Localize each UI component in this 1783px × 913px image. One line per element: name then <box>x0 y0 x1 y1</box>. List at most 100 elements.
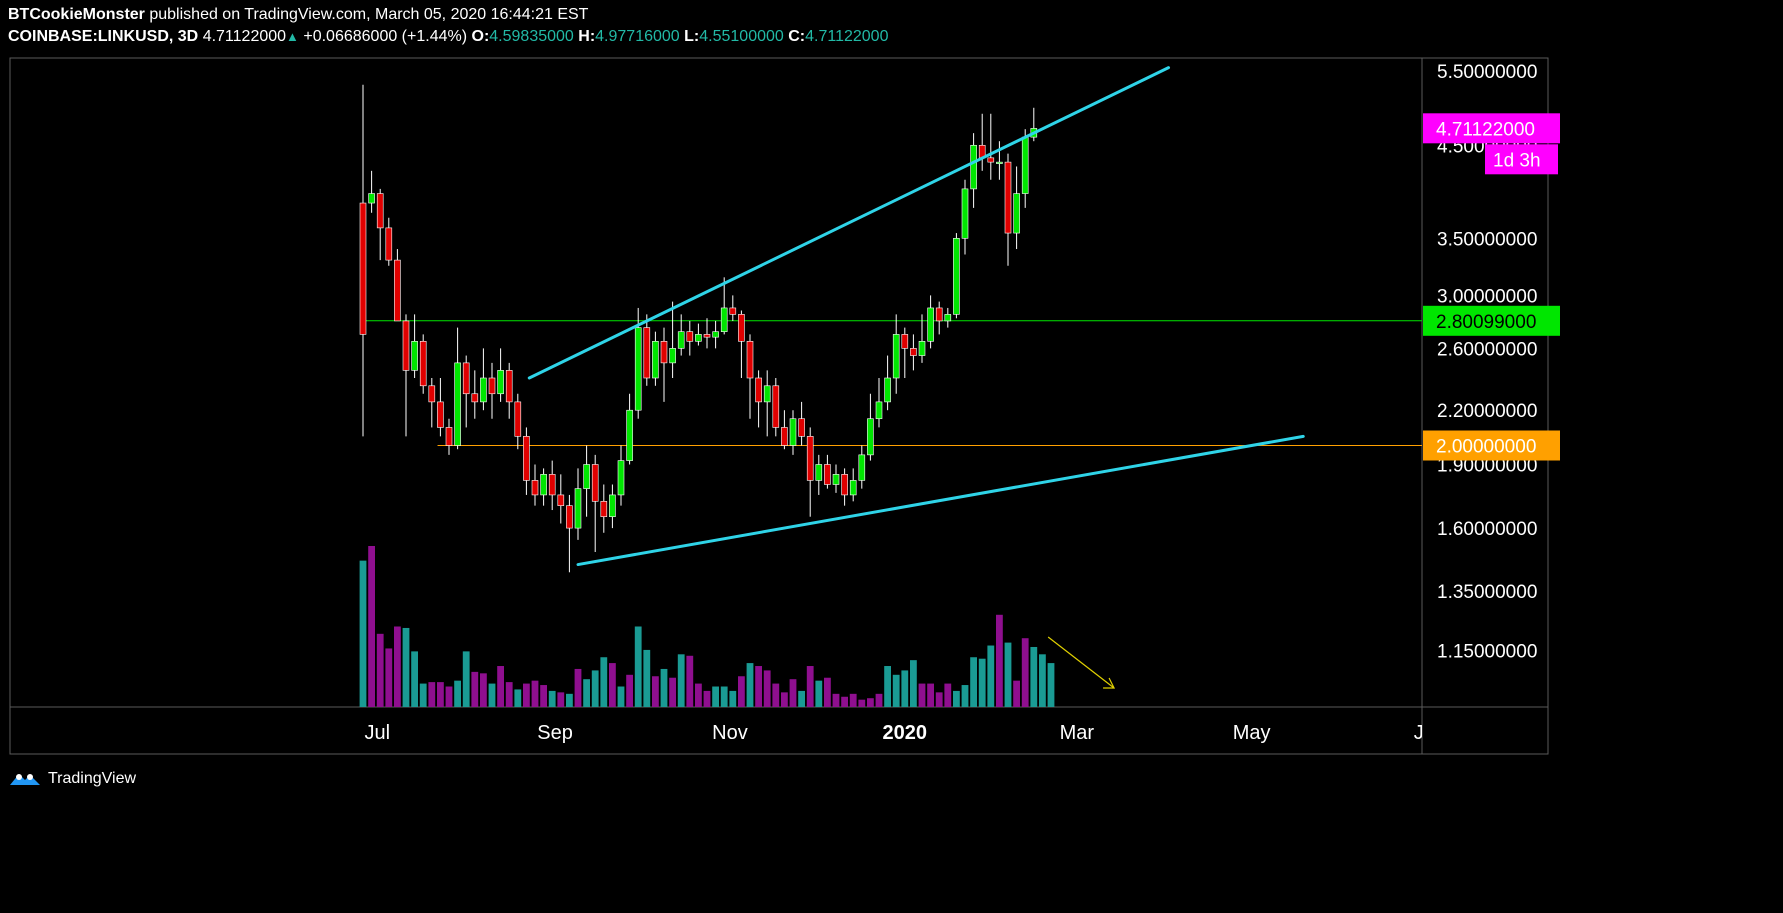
candle-body <box>970 144 977 190</box>
volume-bar <box>789 679 797 707</box>
volume-bar <box>867 698 874 707</box>
candle-body <box>634 327 642 411</box>
candle-body <box>910 348 917 356</box>
candle-body <box>867 418 874 456</box>
candle-body <box>505 370 513 403</box>
level-price-tag-orange[interactable] <box>1423 430 1560 461</box>
candle-body <box>462 362 470 395</box>
time-axis[interactable]: Jul Sep Nov 2020 Mar May Jul <box>365 722 1440 744</box>
candle-body <box>961 188 969 239</box>
volume-bar <box>609 663 616 707</box>
price-tick-label: 3.50000000 <box>1437 229 1537 250</box>
volume-bar <box>574 668 582 707</box>
volume-bar <box>849 693 857 707</box>
volume-bar <box>497 666 504 707</box>
volume-bar <box>385 648 393 707</box>
footer-brand[interactable]: TradingView <box>48 770 137 787</box>
candle-body <box>789 418 797 446</box>
volume-bar <box>798 690 805 707</box>
candle-body <box>918 341 926 356</box>
volume-bar <box>884 666 891 707</box>
volume-bar <box>781 692 788 707</box>
candle-body <box>996 161 1003 164</box>
volume-bar <box>634 626 642 707</box>
last-price: 4.71122000 <box>202 28 287 45</box>
low-label: L: <box>684 28 700 45</box>
candle-body <box>953 238 960 315</box>
volume-bar <box>703 690 711 707</box>
volume-bar <box>677 654 685 707</box>
price-axis[interactable]: 5.500000004.500000003.500000003.00000000… <box>1423 62 1560 662</box>
candle-body <box>677 331 685 349</box>
candle-body <box>849 480 857 496</box>
volume-bar <box>712 686 719 707</box>
price-tick-label: 1.35000000 <box>1437 582 1537 603</box>
volume-bar <box>669 677 676 707</box>
candle-body <box>686 331 694 342</box>
time-tick-label: Mar <box>1060 722 1095 744</box>
open-value: 4.59835000 <box>489 28 574 45</box>
candle-body <box>531 480 539 496</box>
volume-bar <box>806 666 814 707</box>
level-price-tag-label: 2.00000000 <box>1436 436 1536 457</box>
candle-body <box>583 464 590 489</box>
candle-body <box>368 193 375 204</box>
lower-trendline[interactable] <box>576 434 1305 567</box>
volume-bar <box>1030 646 1038 707</box>
volume-bar <box>437 682 444 707</box>
candle-body <box>480 377 487 403</box>
candle-body <box>669 348 676 364</box>
volume-bar <box>617 686 625 707</box>
candle-body <box>376 193 384 229</box>
candle-body <box>695 334 702 342</box>
candle-body <box>875 401 883 420</box>
candle-body <box>720 307 728 332</box>
candle-body <box>1013 193 1020 234</box>
price-tick-label: 1.60000000 <box>1437 519 1537 540</box>
last-price-tag-label: 4.71122000 <box>1436 119 1535 140</box>
volume-bar <box>514 689 522 707</box>
time-tick-label: May <box>1233 722 1271 744</box>
volume-bar <box>1021 638 1029 707</box>
candle-body <box>574 488 582 529</box>
chart-svg[interactable]: 5.500000004.500000003.500000003.00000000… <box>0 0 1568 803</box>
candle-body <box>600 501 608 518</box>
candle-body <box>884 377 891 403</box>
candle-body <box>806 436 814 481</box>
candle-body <box>798 418 805 437</box>
price-tick-label: 1.90000000 <box>1437 455 1537 476</box>
last-price-tag[interactable] <box>1423 113 1560 144</box>
volume-bar <box>411 651 418 707</box>
candle-body <box>824 464 831 485</box>
trendlines[interactable] <box>527 66 1305 689</box>
price-tick-label: 2.20000000 <box>1437 401 1537 422</box>
volume-bars <box>359 546 1055 707</box>
symbol-label[interactable]: COINBASE:LINKUSD, 3D <box>8 28 199 45</box>
level-price-tag-green[interactable] <box>1423 305 1560 336</box>
volume-bar <box>376 633 384 707</box>
volume-bar <box>961 685 969 707</box>
volume-bar <box>953 690 960 707</box>
tradingview-logo-icon[interactable] <box>8 769 42 789</box>
candle-body <box>1004 161 1012 234</box>
up-arrow-icon: ▲ <box>286 29 299 44</box>
volume-bar <box>462 651 470 707</box>
author-name[interactable]: BTCookieMonster <box>8 6 145 23</box>
time-tick-label: Jul <box>365 722 391 744</box>
volume-bar <box>970 657 977 707</box>
candle-body <box>591 464 599 502</box>
candle-body <box>781 427 788 446</box>
candle-body <box>566 505 573 529</box>
volume-bar <box>763 670 771 707</box>
arrow-head-icon <box>1103 677 1116 689</box>
price-tick-label: 1.15000000 <box>1437 641 1537 662</box>
volume-bar <box>583 679 590 707</box>
candle-body <box>514 401 522 437</box>
volume-trend-arrow[interactable] <box>1047 636 1115 689</box>
volume-bar <box>1004 642 1012 707</box>
candle-body <box>738 314 745 342</box>
upper-trendline[interactable] <box>527 66 1171 380</box>
volume-bar <box>841 696 848 707</box>
volume-bar <box>531 680 539 707</box>
chart-border <box>9 57 1549 755</box>
